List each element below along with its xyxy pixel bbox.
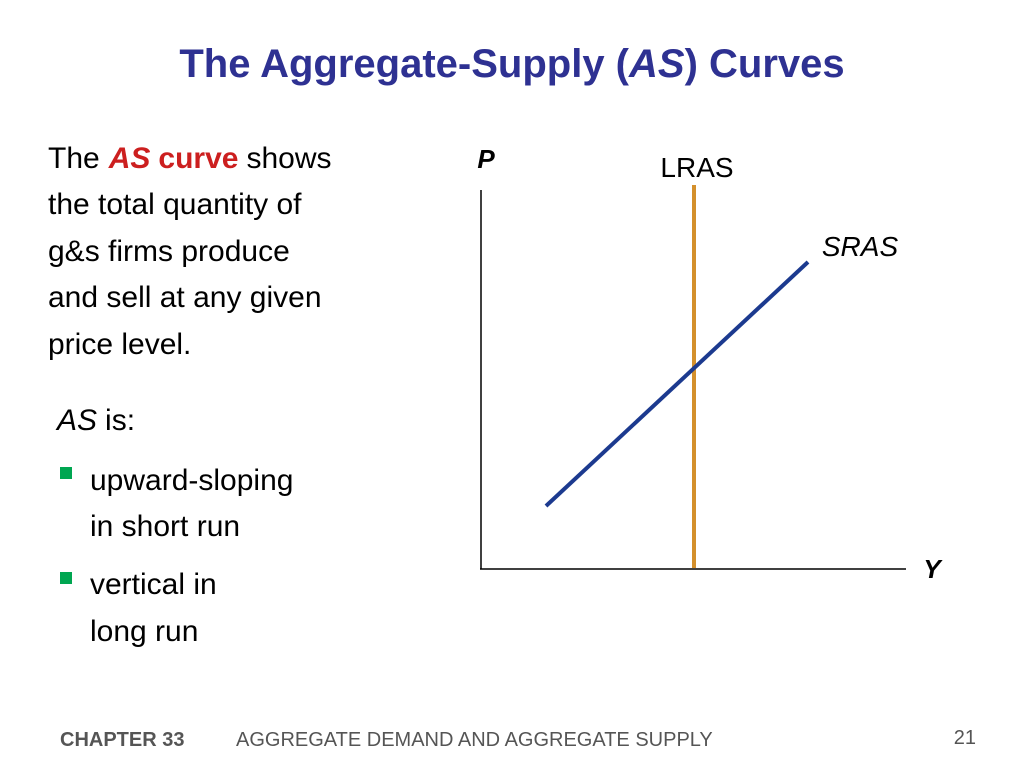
intro-line: and sell at any given xyxy=(48,281,322,314)
bullet-text: vertical in xyxy=(90,568,217,601)
intro-line: The AS curve shows xyxy=(48,142,332,175)
footer-subject: AGGREGATE DEMAND AND AGGREGATE SUPPLY xyxy=(236,729,713,751)
text: shows xyxy=(246,142,331,175)
sras-line xyxy=(544,260,810,508)
intro-line: the total quantity of xyxy=(48,188,302,221)
lras-label: LRAS xyxy=(660,152,733,183)
title-text: The Aggregate-Supply ( xyxy=(179,42,629,86)
bullet xyxy=(60,467,72,479)
y-axis-label: P xyxy=(477,144,495,174)
title-italic: AS xyxy=(628,42,685,86)
text: AS xyxy=(55,404,97,437)
emphasis: AS xyxy=(108,142,151,175)
bullet-text: upward-sloping xyxy=(90,464,293,497)
intro-line: g&s firms produce xyxy=(48,235,290,268)
page-number: 21 xyxy=(954,727,976,749)
footer-chapter: CHAPTER 33 xyxy=(60,729,184,751)
intro-line: price level. xyxy=(48,328,191,361)
x-axis-label: Y xyxy=(923,554,943,584)
title-text: ) Curves xyxy=(685,42,845,86)
bullet-text: long run xyxy=(90,615,198,648)
text: The xyxy=(48,142,100,175)
bullet-text: in short run xyxy=(90,510,240,543)
slide-title: The Aggregate-Supply (AS) Curves xyxy=(179,42,844,86)
as-is: AS is: xyxy=(55,404,135,437)
emphasis: curve xyxy=(158,142,238,175)
bullet xyxy=(60,572,72,584)
sras-label: SRAS xyxy=(822,231,899,262)
text: is: xyxy=(105,404,135,437)
